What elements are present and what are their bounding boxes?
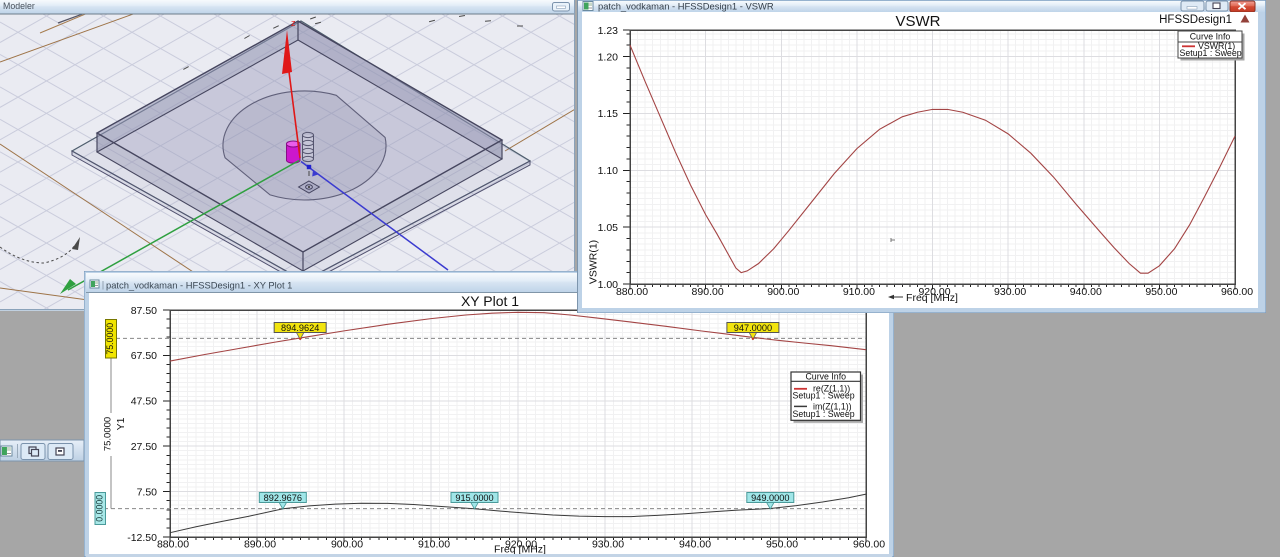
svg-text:Setup1 : Sweep: Setup1 : Sweep	[793, 409, 855, 419]
svg-text:892.9676: 892.9676	[264, 493, 302, 503]
svg-text:7.50: 7.50	[137, 486, 158, 498]
svg-text:890.00: 890.00	[692, 286, 724, 298]
svg-text:947.0000: 947.0000	[734, 323, 772, 333]
svg-text:1.00: 1.00	[598, 279, 619, 291]
svg-text:re(Z(1,1)): re(Z(1,1))	[813, 383, 850, 393]
svg-text:67.50: 67.50	[131, 350, 157, 362]
svg-text:Curve Info: Curve Info	[1190, 32, 1231, 42]
svg-text:Y1: Y1	[115, 417, 127, 430]
svg-text:950.00: 950.00	[1145, 286, 1177, 298]
svg-text:VSWR(1): VSWR(1)	[588, 240, 600, 284]
svg-text:75.0000: 75.0000	[105, 323, 115, 355]
svg-text:im(Z(1,1)): im(Z(1,1))	[813, 402, 852, 412]
svg-text:920.00: 920.00	[505, 539, 537, 551]
svg-text:890.00: 890.00	[244, 539, 276, 551]
svg-text:920.00: 920.00	[918, 286, 950, 298]
svg-text:960.00: 960.00	[1221, 286, 1253, 298]
svg-text:Freq [MHz]: Freq [MHz]	[494, 544, 546, 556]
svg-text:1.20: 1.20	[598, 51, 619, 63]
svg-text:930.00: 930.00	[592, 539, 624, 551]
svg-text:900.00: 900.00	[331, 539, 363, 551]
svg-text:XY Plot 1: XY Plot 1	[461, 293, 519, 309]
svg-text:Curve Info: Curve Info	[805, 372, 846, 382]
svg-text:930.00: 930.00	[994, 286, 1026, 298]
svg-text:Freq [MHz]: Freq [MHz]	[906, 292, 958, 304]
svg-text:1.05: 1.05	[598, 222, 619, 234]
svg-text:949.0000: 949.0000	[751, 493, 789, 503]
svg-text:Modeler: Modeler	[3, 1, 35, 11]
svg-text:894.9624: 894.9624	[281, 323, 319, 333]
svg-text:47.50: 47.50	[131, 396, 157, 408]
svg-text:950.00: 950.00	[766, 539, 798, 551]
svg-text:880.00: 880.00	[157, 539, 189, 551]
svg-text:-12.50: -12.50	[127, 532, 157, 544]
svg-text:910.00: 910.00	[843, 286, 875, 298]
svg-text:960.00: 960.00	[853, 539, 885, 551]
svg-text:Setup1 : Sweep: Setup1 : Sweep	[793, 391, 855, 401]
svg-text:patch_vodkaman - HFSSDesign1 -: patch_vodkaman - HFSSDesign1 - XY Plot 1	[106, 280, 292, 291]
svg-text:patch_vodkaman - HFSSDesign1 -: patch_vodkaman - HFSSDesign1 - VSWR	[598, 0, 774, 11]
svg-text:87.50: 87.50	[131, 305, 157, 317]
svg-text:z: z	[291, 18, 296, 28]
svg-text:910.00: 910.00	[418, 539, 450, 551]
svg-text:Setup1 : Sweep: Setup1 : Sweep	[1180, 48, 1242, 58]
svg-text:1.15: 1.15	[598, 108, 619, 120]
svg-text:VSWR(1): VSWR(1)	[1198, 41, 1235, 51]
svg-text:1.10: 1.10	[598, 165, 619, 177]
svg-text:900.00: 900.00	[767, 286, 799, 298]
svg-text:0.0000: 0.0000	[94, 495, 104, 522]
svg-text:940.00: 940.00	[1070, 286, 1102, 298]
svg-text:VSWR: VSWR	[896, 13, 941, 30]
svg-text:75.0000: 75.0000	[103, 417, 114, 451]
svg-text:880.00: 880.00	[616, 286, 648, 298]
svg-text:940.00: 940.00	[679, 539, 711, 551]
svg-text:HFSSDesign1: HFSSDesign1	[1159, 14, 1232, 26]
svg-text:1.23: 1.23	[598, 25, 619, 37]
svg-text:915.0000: 915.0000	[455, 493, 493, 503]
svg-text:27.50: 27.50	[131, 441, 157, 453]
